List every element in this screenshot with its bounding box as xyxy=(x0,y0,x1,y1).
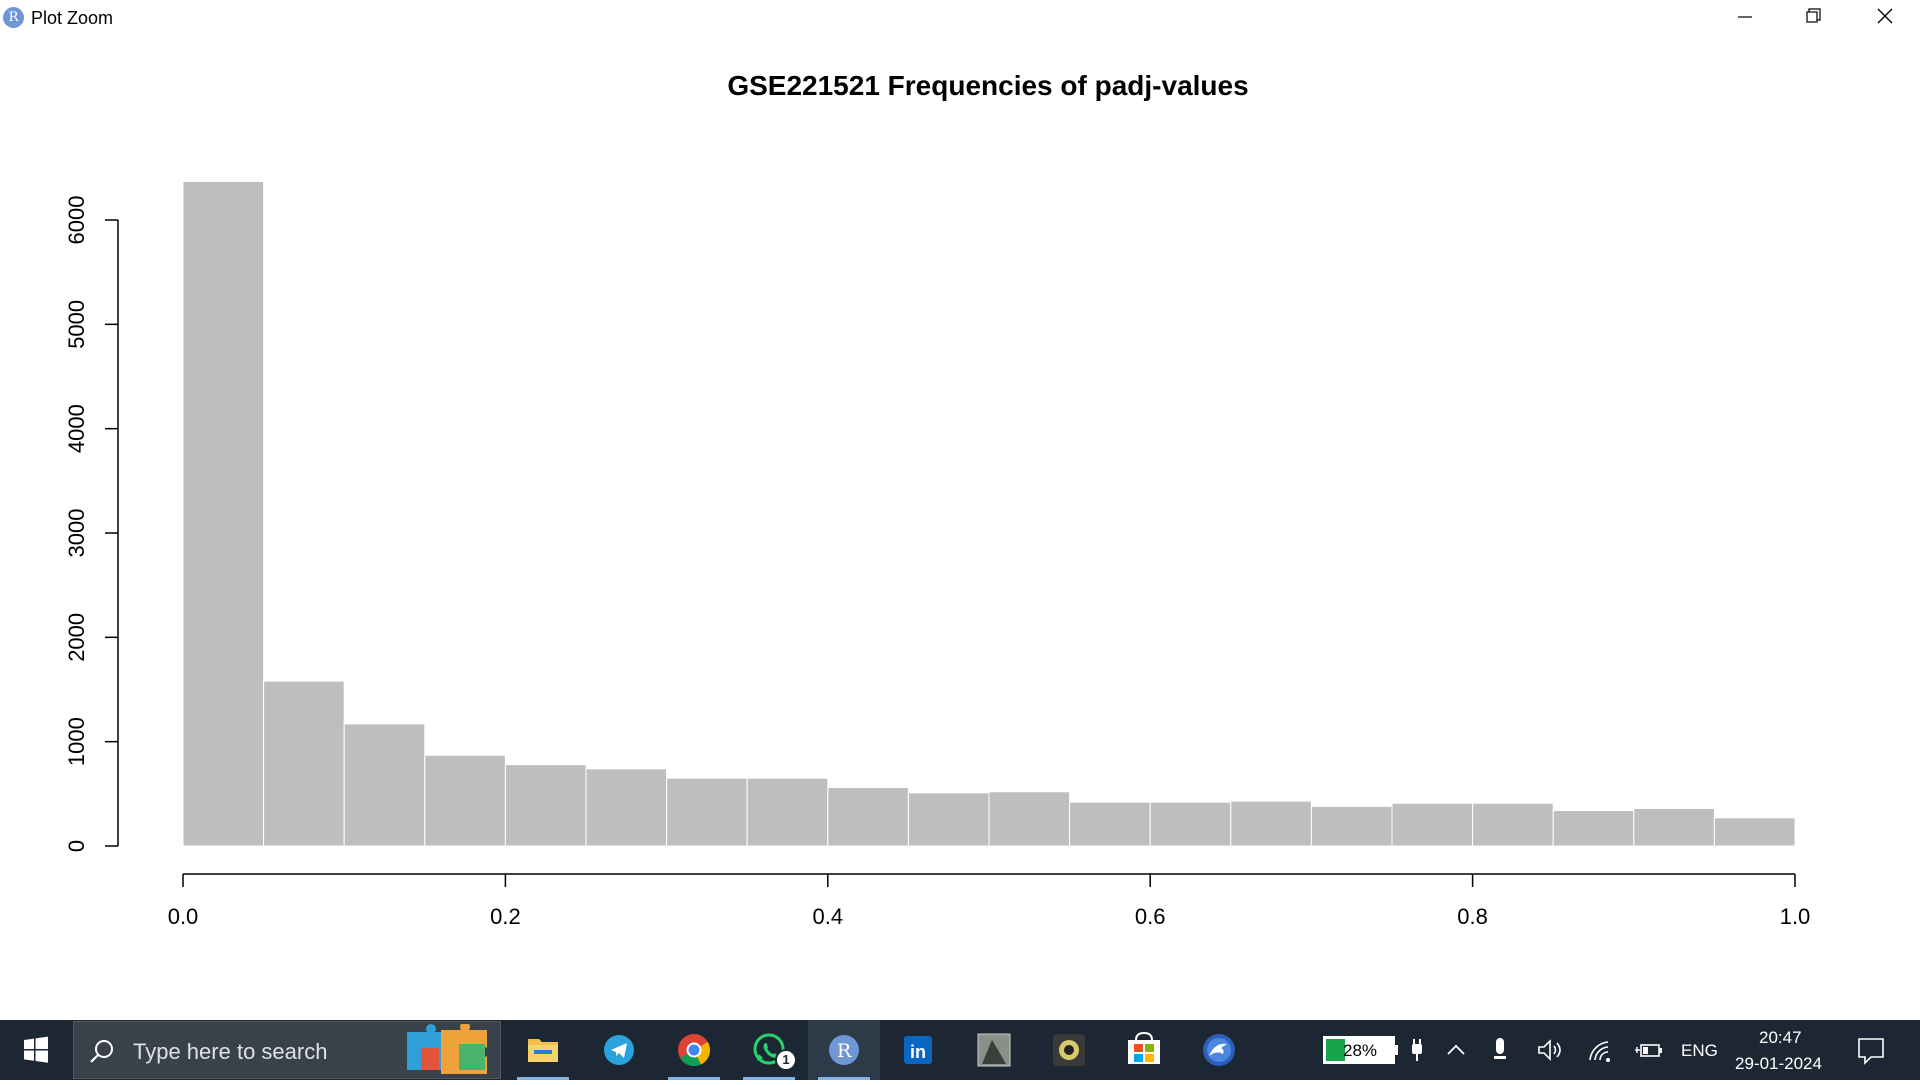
histogram-bar xyxy=(1633,807,1715,847)
histogram-bar xyxy=(1552,810,1635,847)
chart-title: GSE221521 Frequencies of padj-values xyxy=(727,70,1248,101)
taskbar: Type here to search xyxy=(0,1020,1920,1080)
restore-button[interactable] xyxy=(1778,0,1846,34)
y-tick-label: 2000 xyxy=(64,613,89,662)
language-indicator[interactable]: ENG xyxy=(1681,1041,1718,1060)
histogram-bar xyxy=(746,777,829,847)
search-placeholder: Type here to search xyxy=(133,1039,328,1064)
active-indicator xyxy=(743,1077,795,1080)
y-tick-label: 4000 xyxy=(64,404,89,453)
histogram-bar xyxy=(988,791,1071,847)
clock-date[interactable]: 29-01-2024 xyxy=(1735,1054,1822,1073)
windows-logo-icon xyxy=(24,1036,48,1063)
microsoft-store-button[interactable] xyxy=(1108,1020,1180,1080)
battery-percentage: 28% xyxy=(1343,1041,1378,1060)
photo-app-button[interactable] xyxy=(958,1020,1030,1080)
chrome-button[interactable] xyxy=(658,1020,730,1080)
active-indicator xyxy=(668,1077,720,1080)
chevron-up-icon[interactable] xyxy=(1444,1040,1468,1060)
r-app-icon: R xyxy=(3,7,24,28)
volume-icon[interactable] xyxy=(1536,1038,1564,1062)
x-tick-label: 0.0 xyxy=(168,904,199,929)
plot-area: GSE221521 Frequencies of padj-values 0.0… xyxy=(0,34,1920,1020)
active-indicator xyxy=(818,1077,870,1080)
battery-icon xyxy=(1323,1036,1398,1064)
histogram-bar xyxy=(424,754,506,847)
close-button[interactable] xyxy=(1850,0,1918,34)
media-app-button[interactable] xyxy=(1183,1020,1255,1080)
minimize-icon xyxy=(1738,16,1752,18)
x-tick-label: 1.0 xyxy=(1780,904,1811,929)
power-battery-icon[interactable] xyxy=(1633,1038,1663,1062)
histogram-bar xyxy=(1391,802,1474,847)
y-tick-label: 3000 xyxy=(64,509,89,558)
charging-plug-icon xyxy=(1412,1039,1422,1061)
x-tick-label: 0.8 xyxy=(1457,904,1488,929)
restore-icon xyxy=(1806,8,1821,23)
x-tick-label: 0.2 xyxy=(490,904,521,929)
whatsapp-icon xyxy=(753,1033,785,1065)
histogram-bar xyxy=(1149,801,1232,847)
r-gui-icon: R xyxy=(829,1035,859,1065)
wifi-icon[interactable] xyxy=(1586,1036,1612,1064)
histogram-bar xyxy=(907,792,990,847)
active-indicator xyxy=(517,1077,569,1080)
microphone-icon[interactable] xyxy=(1490,1036,1510,1064)
search-icon xyxy=(90,1040,113,1063)
svg-text:in: in xyxy=(910,1042,926,1062)
file-explorer-button[interactable] xyxy=(507,1020,579,1080)
notification-center-icon[interactable] xyxy=(1855,1035,1887,1067)
histogram-bar xyxy=(827,787,909,847)
histogram-bar xyxy=(1713,817,1796,847)
histogram-bar xyxy=(1069,801,1151,847)
linkedin-icon: in xyxy=(904,1036,932,1064)
start-button[interactable] xyxy=(0,1020,70,1080)
telegram-icon xyxy=(604,1035,634,1065)
histogram-bar xyxy=(666,777,748,847)
y-tick-label: 5000 xyxy=(64,300,89,349)
x-tick-label: 0.4 xyxy=(813,904,844,929)
media-app-icon xyxy=(1203,1034,1235,1066)
y-tick-label: 6000 xyxy=(64,196,89,245)
svg-text:R: R xyxy=(837,1040,852,1062)
close-icon xyxy=(1877,8,1893,24)
camera-app-button[interactable] xyxy=(1033,1020,1105,1080)
microsoft-store-icon xyxy=(1128,1031,1160,1064)
histogram-bar xyxy=(263,680,345,847)
histogram-chart: GSE221521 Frequencies of padj-values 0.0… xyxy=(64,70,1811,929)
puzzle-highlight-icon xyxy=(407,1024,487,1074)
y-tick-label: 1000 xyxy=(64,717,89,766)
linkedin-button[interactable]: in xyxy=(883,1020,955,1080)
histogram-bar xyxy=(1472,802,1554,847)
histogram-bar xyxy=(585,768,668,847)
title-bar: R Plot Zoom xyxy=(0,0,1920,34)
notification-badge: 1 xyxy=(775,1049,797,1071)
histogram-bar xyxy=(182,180,265,847)
y-tick-label: 0 xyxy=(64,840,89,852)
chrome-icon xyxy=(678,1034,710,1067)
window-title: Plot Zoom xyxy=(31,8,114,28)
taskbar-search-box[interactable]: Type here to search xyxy=(73,1021,501,1079)
whatsapp-button[interactable]: 1 xyxy=(733,1020,805,1080)
x-tick-label: 0.6 xyxy=(1135,904,1166,929)
histogram-bar xyxy=(504,764,587,847)
battery-indicator[interactable]: 28% xyxy=(1323,1036,1399,1064)
file-explorer-icon xyxy=(528,1039,558,1062)
photo-app-icon xyxy=(977,1033,1011,1067)
telegram-button[interactable] xyxy=(583,1020,655,1080)
histogram-bar xyxy=(343,723,426,847)
camera-app-icon xyxy=(1053,1034,1085,1066)
r-gui-button[interactable]: R xyxy=(808,1020,880,1080)
clock-time[interactable]: 20:47 xyxy=(1759,1028,1802,1047)
histogram-bar xyxy=(1230,800,1312,847)
minimize-button[interactable] xyxy=(1710,0,1778,34)
histogram-bar xyxy=(1310,805,1393,847)
